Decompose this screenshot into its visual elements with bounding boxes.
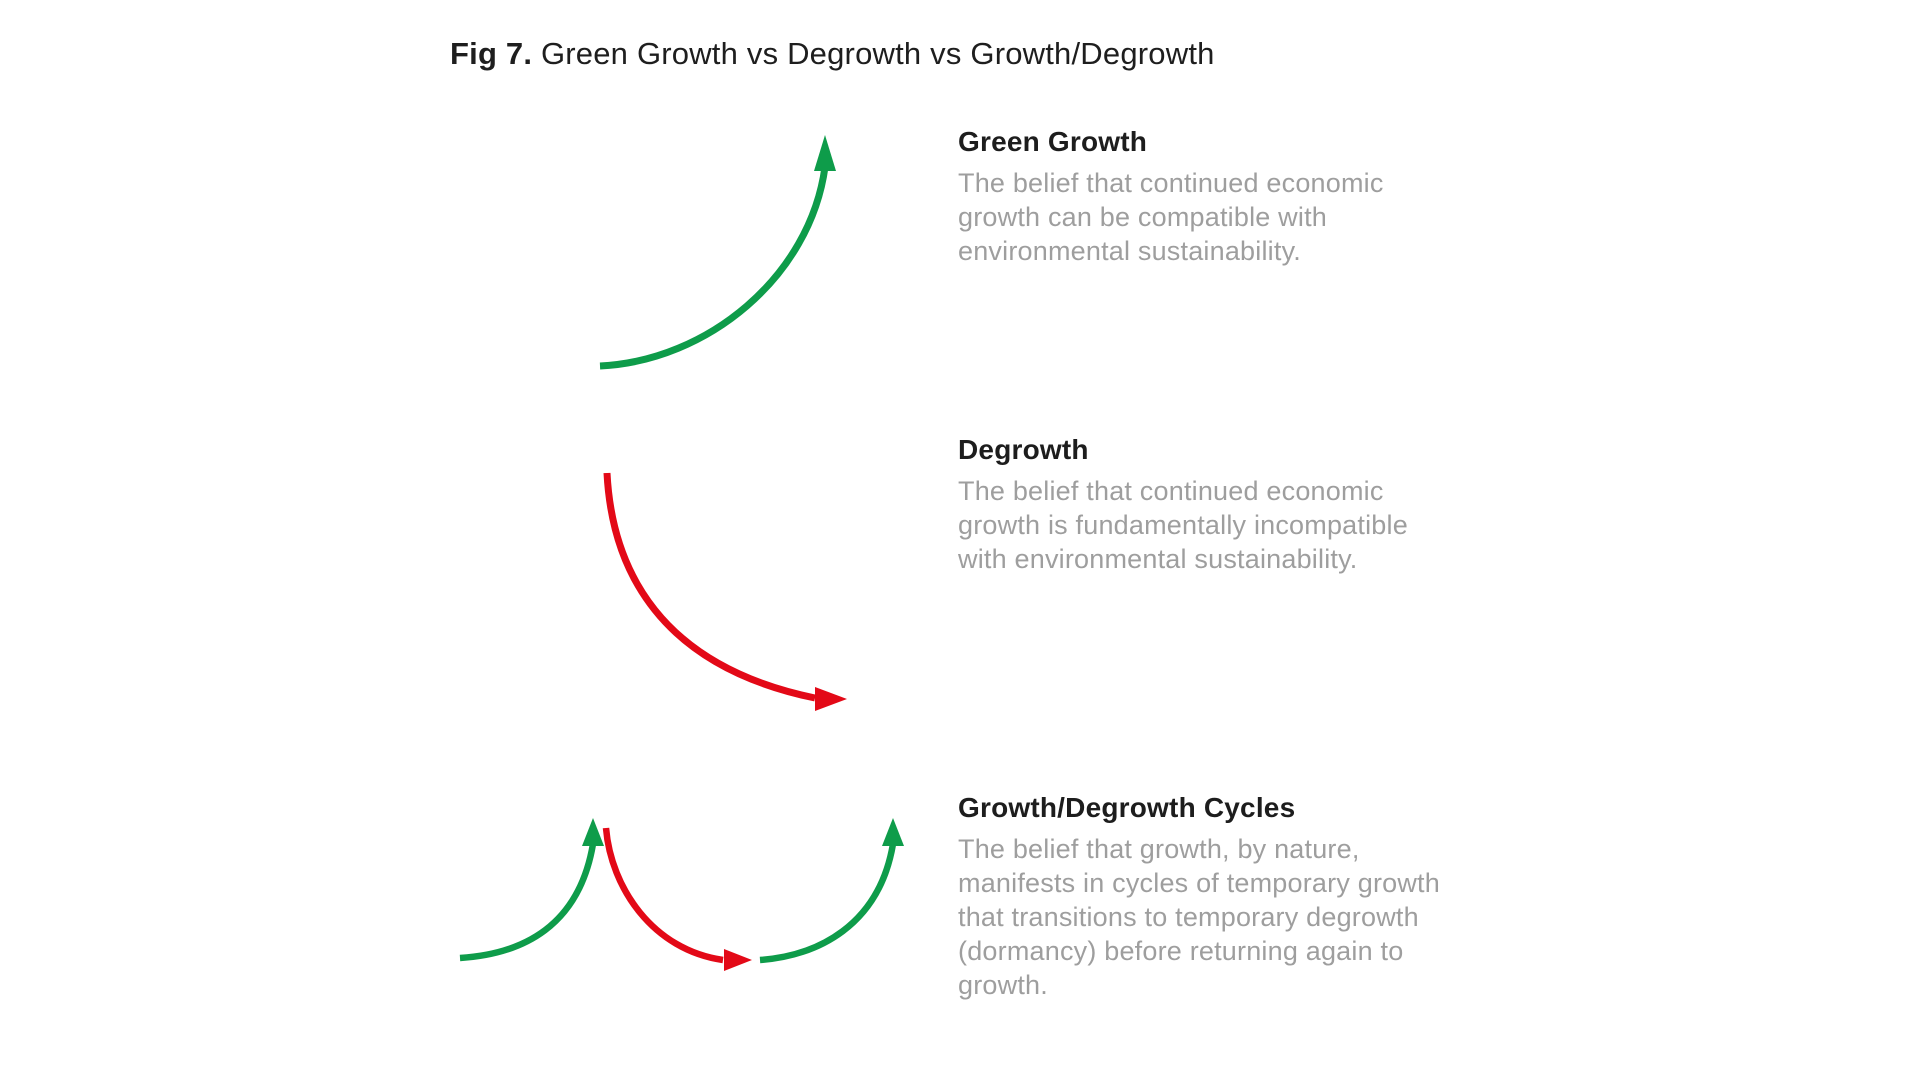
section-degrowth: Degrowth The belief that continued econo…	[958, 432, 1458, 576]
green-growth-curve-icon	[599, 135, 836, 370]
section-description: The belief that growth, by nature, manif…	[958, 834, 1440, 1000]
arrowhead-right-icon	[815, 687, 847, 711]
figure-title: Fig 7. Green Growth vs Degrowth vs Growt…	[450, 36, 1215, 72]
section-description: The belief that continued economic growt…	[958, 168, 1384, 266]
cycle-degrowth-curve-path	[602, 827, 724, 964]
green-growth-curve-path	[599, 166, 829, 370]
cycle-growth-curve-2-path	[759, 843, 897, 964]
section-heading: Growth/Degrowth Cycles	[958, 792, 1296, 823]
degrowth-curve-icon	[603, 472, 847, 711]
arrowhead-up-icon	[882, 818, 904, 846]
growth-degrowth-cycles-icon	[459, 818, 904, 971]
cycle-growth-curve-1-path	[459, 843, 597, 962]
section-green-growth: Green Growth The belief that continued e…	[958, 124, 1458, 268]
arrowhead-right-icon	[724, 949, 752, 971]
degrowth-curve-path	[603, 472, 816, 702]
arrowhead-up-icon	[582, 818, 604, 846]
figure-number: Fig 7.	[450, 36, 533, 71]
section-growth-degrowth-cycles: Growth/Degrowth Cycles The belief that g…	[958, 790, 1458, 1002]
arrowhead-up-icon	[814, 135, 836, 171]
section-heading: Degrowth	[958, 434, 1089, 465]
section-heading: Green Growth	[958, 126, 1148, 157]
figure-title-text: Green Growth vs Degrowth vs Growth/Degro…	[532, 36, 1215, 71]
section-description: The belief that continued economic growt…	[958, 476, 1408, 574]
